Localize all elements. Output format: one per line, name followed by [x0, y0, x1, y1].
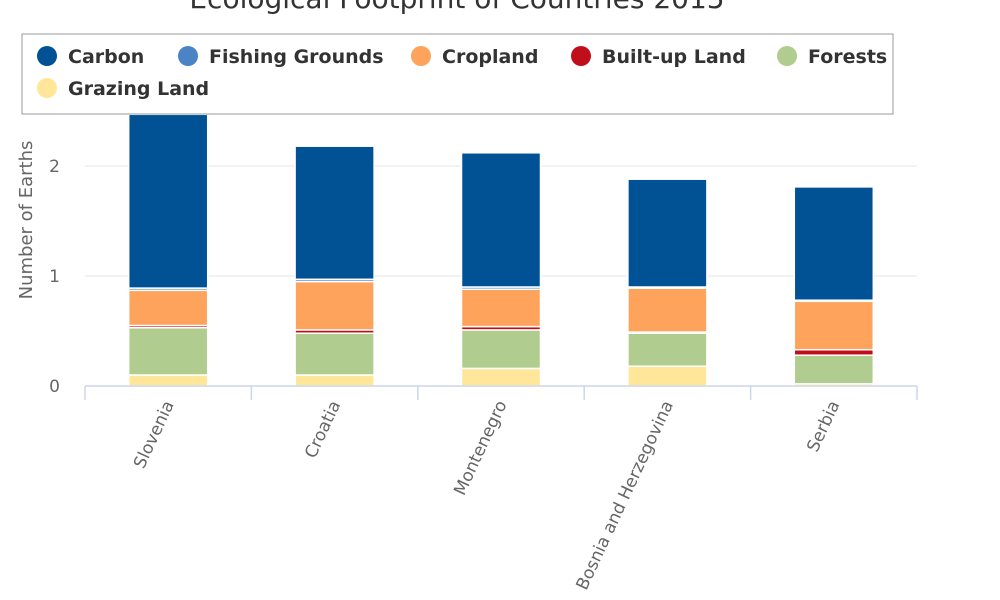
bar-segment[interactable]	[127, 289, 209, 327]
bar-segment[interactable]	[127, 113, 209, 289]
legend-entry[interactable]: Fishing Grounds	[209, 46, 384, 68]
y-tick-label: 2	[49, 157, 60, 177]
y-axis-label: Number of Earths	[16, 141, 37, 300]
bar-segment[interactable]	[627, 287, 708, 333]
chart-title: Ecological Footprint of Countries 2015	[189, 0, 724, 15]
bar-segment[interactable]	[460, 152, 542, 288]
bar-segment[interactable]	[627, 332, 708, 367]
bars	[127, 113, 875, 387]
legend-entry[interactable]: Cropland	[442, 46, 538, 68]
x-tick-label: Montenegro	[450, 398, 511, 499]
x-tick-labels: Slovenia Croatia Montenegro Bosnia and Herz…	[130, 398, 844, 594]
y-tick-labels: 0 1 2	[49, 157, 60, 397]
x-tick-label: Slovenia	[130, 398, 179, 472]
bar-segment[interactable]	[627, 365, 708, 387]
legend-box	[21, 33, 894, 115]
bar-segment[interactable]	[294, 332, 375, 376]
bar-segment[interactable]	[460, 288, 542, 328]
bar-segment[interactable]	[294, 374, 375, 387]
bar-segment[interactable]	[127, 326, 209, 376]
bar-segment[interactable]	[793, 186, 875, 301]
legend-marker	[37, 46, 57, 66]
legend: Carbon Fishing Grounds Cropland Built-up La…	[21, 33, 894, 115]
bar-segment[interactable]	[294, 145, 375, 281]
axes	[84, 385, 918, 400]
bar-segment[interactable]	[793, 354, 875, 385]
legend-marker	[37, 78, 57, 98]
legend-entry[interactable]: Forests	[808, 46, 887, 68]
x-tick-label: Serbia	[803, 398, 844, 456]
bar-segment[interactable]	[793, 300, 875, 351]
bar-segment[interactable]	[627, 178, 708, 288]
y-tick-label: 0	[49, 377, 60, 397]
legend-entry[interactable]: Built-up Land	[602, 46, 746, 68]
legend-entry[interactable]: Carbon	[68, 46, 144, 68]
legend-marker	[777, 46, 797, 66]
x-tick-label: Croatia	[301, 398, 345, 462]
y-tick-label: 1	[49, 267, 60, 287]
bar-segment[interactable]	[460, 367, 542, 387]
legend-marker	[571, 46, 591, 66]
legend-marker	[178, 46, 198, 66]
bar-segment[interactable]	[127, 374, 209, 387]
bar-segment[interactable]	[294, 280, 375, 331]
legend-marker	[411, 46, 431, 66]
bar-segment[interactable]	[793, 348, 875, 356]
legend-entry[interactable]: Grazing Land	[68, 78, 209, 100]
bar-segment[interactable]	[460, 329, 542, 370]
x-tick-label: Bosnia and Herzegovina	[573, 398, 678, 594]
